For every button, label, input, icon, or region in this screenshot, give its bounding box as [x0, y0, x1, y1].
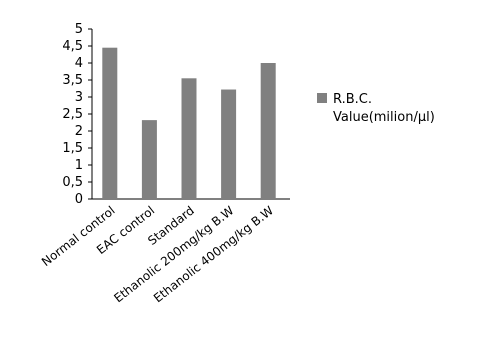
y-tick-label: 1,5	[62, 141, 83, 156]
legend-swatch	[317, 93, 327, 103]
y-tick-label: 0	[75, 192, 83, 207]
bar	[260, 63, 276, 199]
y-tick-label: 1	[75, 158, 83, 173]
bar	[181, 78, 197, 199]
y-tick-label: 5	[75, 22, 83, 37]
bar	[141, 120, 157, 199]
bar	[102, 47, 118, 200]
bars	[102, 47, 276, 200]
y-tick-label: 3	[75, 90, 83, 105]
legend: R.B.C. Value(milion/µl)	[317, 92, 435, 125]
y-tick-label: 0,5	[62, 175, 83, 190]
bar	[221, 89, 237, 199]
y-tick-label: 4	[75, 56, 83, 71]
y-tick-label: 2	[75, 124, 83, 139]
y-axis-ticks: 0 0,5 1 1,5 2 2,5 3 3,5 4 4,5 5	[62, 22, 92, 207]
y-tick-label: 3,5	[62, 73, 83, 88]
legend-label-line2: Value(milion/µl)	[333, 110, 435, 125]
y-tick-label: 4,5	[62, 39, 83, 54]
legend-label-line1: R.B.C.	[333, 92, 372, 107]
y-tick-label: 2,5	[62, 107, 83, 122]
